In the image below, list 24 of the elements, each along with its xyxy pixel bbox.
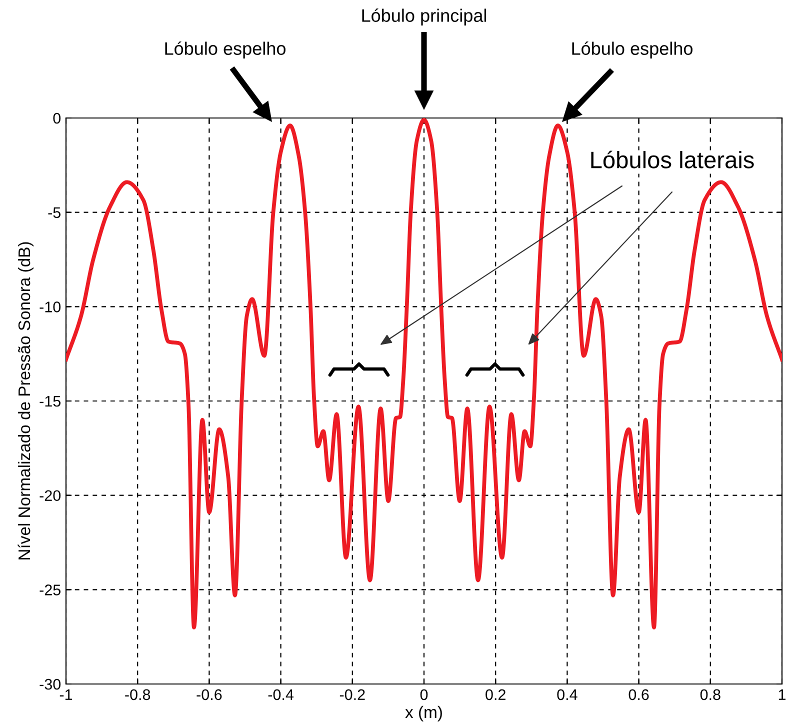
x-tick-label: 0.8 <box>700 689 720 700</box>
x-tick-label: 0 <box>420 689 428 700</box>
y-tick-label: -25 <box>40 584 60 596</box>
x-tick-label: -0.2 <box>340 689 365 700</box>
x-axis-title: x (m) <box>405 706 442 722</box>
x-tick-label: 0.2 <box>486 689 506 700</box>
y-tick-label: -20 <box>40 490 61 502</box>
text: Lóbulo espelho <box>165 41 286 59</box>
x-tick-label: 0.6 <box>628 689 649 700</box>
x-tick-label: -0.6 <box>196 689 222 700</box>
x-tick-label: -1 <box>60 689 72 700</box>
y-axis-title: Nível Normalizado de Pressão Sonora (dB) <box>18 242 34 560</box>
x-tick-label: -0.4 <box>268 689 294 700</box>
y-tick-label: -5 <box>48 207 60 218</box>
x-tick-label: 0.4 <box>557 689 578 700</box>
y-tick-label: -30 <box>40 678 61 690</box>
text: Lóbulo espelho <box>572 41 692 59</box>
y-tick-label: -10 <box>40 302 61 312</box>
text: Lóbulo principal <box>362 8 486 26</box>
y-tick-label: 0 <box>53 112 61 124</box>
y-tick-label: -15 <box>40 396 60 407</box>
x-tick-label: -0.8 <box>125 689 150 700</box>
annotation: Lóbulos laterais <box>591 150 754 168</box>
x-tick-label: 1 <box>778 689 786 700</box>
